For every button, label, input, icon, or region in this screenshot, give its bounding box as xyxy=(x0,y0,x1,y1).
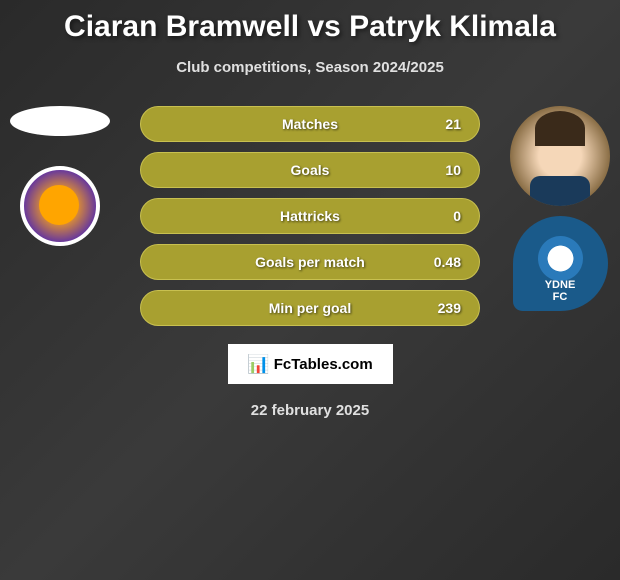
stat-row-goals-per-match: Goals per match 0.48 xyxy=(140,244,480,280)
stat-value-right: 10 xyxy=(445,162,461,178)
stat-row-matches: Matches 21 xyxy=(140,106,480,142)
stat-value-right: 0 xyxy=(453,208,461,224)
stat-value-right: 239 xyxy=(438,300,461,316)
stat-value-right: 21 xyxy=(445,116,461,132)
player-right-photo xyxy=(510,106,610,206)
brand-watermark: 📊 FcTables.com xyxy=(228,344,393,384)
stat-label: Hattricks xyxy=(280,208,340,224)
date-label: 22 february 2025 xyxy=(0,402,620,419)
stat-label: Goals xyxy=(291,162,330,178)
content-area: Matches 21 Goals 10 Hattricks 0 Goals pe… xyxy=(0,106,620,419)
player-right-column xyxy=(510,106,610,311)
stat-row-goals: Goals 10 xyxy=(140,152,480,188)
club-badge-left-icon xyxy=(20,166,100,246)
stat-label: Goals per match xyxy=(255,254,365,270)
stats-container: Matches 21 Goals 10 Hattricks 0 Goals pe… xyxy=(140,106,480,326)
stat-row-min-per-goal: Min per goal 239 xyxy=(140,290,480,326)
season-subtitle: Club competitions, Season 2024/2025 xyxy=(0,59,620,76)
stat-label: Matches xyxy=(282,116,338,132)
player-left-photo xyxy=(10,106,110,136)
stat-value-right: 0.48 xyxy=(434,254,461,270)
comparison-title: Ciaran Bramwell vs Patryk Klimala xyxy=(0,0,620,44)
stat-label: Min per goal xyxy=(269,300,351,316)
club-badge-right-icon xyxy=(513,216,608,311)
player-left-column xyxy=(10,106,110,246)
stat-row-hattricks: Hattricks 0 xyxy=(140,198,480,234)
chart-icon: 📊 xyxy=(247,354,269,375)
brand-text: FcTables.com xyxy=(274,356,373,373)
